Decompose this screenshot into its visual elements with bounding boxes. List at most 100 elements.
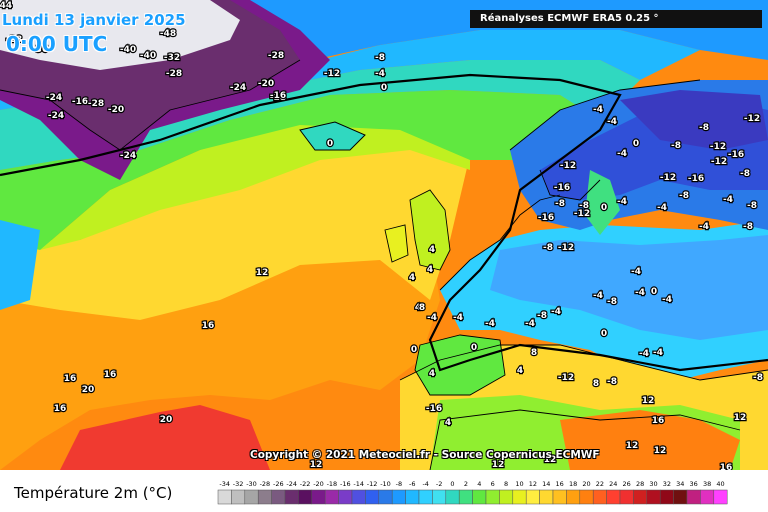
north-russia-cold: [620, 90, 768, 150]
legend-swatch: [365, 489, 380, 505]
legend-swatch: [432, 489, 447, 505]
temperature-label: 16: [720, 463, 733, 470]
temperature-label: 12: [310, 460, 323, 470]
legend-swatch: [539, 489, 554, 505]
orange-region: [0, 240, 440, 470]
temperature-label: 12: [642, 396, 655, 406]
temperature-label: -4: [662, 295, 672, 305]
temperature-label: 0: [471, 343, 477, 353]
temperature-label: -12: [660, 173, 676, 183]
temperature-label: -32: [164, 53, 180, 63]
temperature-label: -24: [48, 111, 64, 121]
temperature-label: -28: [270, 93, 286, 103]
legend-swatch: [673, 489, 688, 505]
temperature-label: -8: [679, 191, 689, 201]
temperature-label: 12: [492, 460, 505, 470]
temperature-label: -4: [631, 267, 641, 277]
temperature-label: -40: [140, 51, 156, 61]
temperature-label: -28: [166, 69, 182, 79]
temperature-label: 16: [64, 374, 77, 384]
temperature-label: -16: [72, 97, 88, 107]
temperature-label: 0: [411, 345, 417, 355]
legend-tick-label: -16: [340, 480, 351, 488]
temperature-label: -12: [558, 373, 574, 383]
legend-swatch: [338, 489, 353, 505]
legend-tick-label: -12: [367, 480, 378, 488]
legend-swatch: [458, 489, 473, 505]
legend-tick-label: -28: [260, 480, 271, 488]
legend-swatch: [686, 489, 701, 505]
legend-swatch: [217, 489, 232, 505]
temperature-label: -20: [258, 79, 274, 89]
legend-swatch: [713, 489, 728, 505]
temperature-label: -4: [635, 288, 645, 298]
hot-region: [60, 405, 270, 470]
temperature-label: -4: [657, 203, 667, 213]
temperature-label: 20: [160, 415, 173, 425]
temperature-label: 4: [517, 366, 523, 376]
temperature-label: -12: [324, 69, 340, 79]
legend-tick-label: -6: [409, 480, 415, 488]
temperature-label: -28: [268, 51, 284, 61]
iceland: [299, 121, 366, 151]
temperature-label: 4: [409, 273, 415, 283]
temperature-label: -16: [728, 150, 744, 160]
temperature-label: -4: [593, 291, 603, 301]
legend-swatch: [284, 489, 299, 505]
legend-tick-label: -2: [436, 480, 442, 488]
legend-swatch: [552, 489, 567, 505]
temperature-label: -12: [560, 161, 576, 171]
legend-tick-label: 4: [477, 480, 481, 488]
legend-tick-label: 22: [596, 480, 604, 488]
lime-region: [40, 120, 470, 250]
temperature-label: -4: [525, 319, 535, 329]
legend-swatch: [231, 489, 246, 505]
legend-bar: Température 2m (°C) -34 -32 -30 -28 -26 -24 -2…: [0, 470, 768, 512]
copyright-text: Copyright © 2021 Meteociel.fr - Source C…: [250, 449, 600, 461]
british-isles: [410, 190, 450, 270]
temperature-label: -4: [639, 349, 649, 359]
legend-swatch: [445, 489, 460, 505]
map-canvas: -48-28-36-32-44-40-28-40-28-8-12-40-28-2…: [0, 0, 768, 470]
temperature-label: 16: [652, 416, 665, 426]
greenland-ice: [0, 0, 240, 70]
temperature-label: 12: [626, 441, 639, 451]
temperature-label: -24: [46, 93, 62, 103]
temperature-label: -8: [699, 123, 709, 133]
source-label: Réanalyses ECMWF ERA5 0.25 °: [470, 10, 762, 28]
legend-tick-label: -18: [327, 480, 338, 488]
legend-swatch: [472, 489, 487, 505]
map-date: Lundi 13 janvier 2025: [2, 11, 186, 29]
temperature-label: 16: [54, 404, 67, 414]
central-europe-cold: [490, 235, 768, 340]
color-scale: -34 -32 -30 -28 -26 -24 -22 -20 -18 -16 -14 -12 -10-…: [217, 480, 728, 505]
legend-tick-label: -10: [380, 480, 391, 488]
temperature-label: -4: [453, 313, 463, 323]
temperature-label: -8: [753, 373, 763, 383]
temperature-labels: -48-28-36-32-44-40-28-40-28-8-12-40-28-2…: [0, 0, 764, 470]
legend-swatch: [566, 489, 581, 505]
legend-tick-label: 20: [582, 480, 590, 488]
legend-tick-label: -30: [246, 480, 257, 488]
temperature-label: -16: [688, 174, 704, 184]
legend-tick-label: -26: [273, 480, 284, 488]
legend-tick-label: 0: [450, 480, 454, 488]
temperature-label: -40: [120, 45, 136, 55]
teal-region: [0, 60, 640, 170]
temperature-label: -4: [699, 222, 709, 232]
legend-tick-label: -4: [422, 480, 428, 488]
legend-swatch: [579, 489, 594, 505]
temperature-label: 8: [593, 379, 599, 389]
yellow-region: [0, 140, 470, 320]
legend-tick-label: 30: [649, 480, 657, 488]
legend-swatch: [405, 489, 420, 505]
temperature-label: -4: [617, 197, 627, 207]
temperature-label: -4: [617, 149, 627, 159]
temperature-label: -8: [743, 222, 753, 232]
legend-tick-label: -24: [286, 480, 297, 488]
temperature-label: -8: [607, 377, 617, 387]
temperature-label: 12: [734, 413, 747, 423]
temperature-label: -8: [537, 311, 547, 321]
legend-swatch: [646, 489, 661, 505]
legend-tick-label: 40: [716, 480, 724, 488]
